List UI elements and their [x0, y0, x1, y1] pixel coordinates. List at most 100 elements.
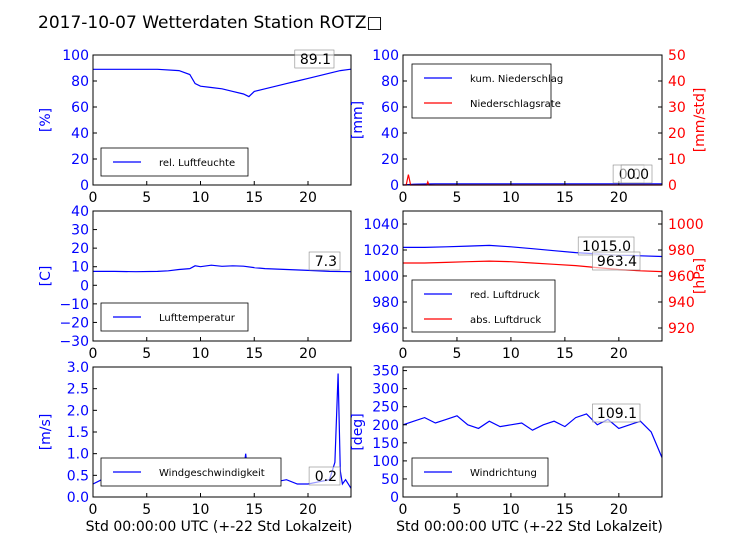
x-tick-label: 5 [142, 346, 151, 362]
plot-frame [92, 54, 352, 186]
y-tick-label: 960 [372, 321, 399, 337]
x-tick-label: 10 [192, 190, 210, 206]
x-tick-label: 10 [192, 502, 210, 518]
y-tick-label: 1020 [363, 243, 399, 259]
legend-label: Lufttemperatur [159, 313, 236, 324]
value-box-label: 7.3 [315, 254, 337, 270]
y2-tick-label: 1000 [668, 217, 704, 233]
legend-label: kum. Niederschlag [470, 74, 563, 85]
chart-panel-4: 0 5 10 15 20 960 980 1000 1020 1040 920 940 960 980 10… [363, 210, 708, 362]
x-tick-label: 15 [556, 346, 574, 362]
value-box-label: 89.1 [300, 52, 331, 68]
legend-label: abs. Luftdruck [470, 315, 541, 326]
x-tick-label: 10 [192, 346, 210, 362]
x-tick-label: 0 [399, 190, 408, 206]
x-tick-label: 15 [556, 190, 574, 206]
legend: Windgeschwindigkeit [100, 457, 282, 487]
value-box-frame [294, 49, 335, 69]
y-tick-label: 980 [372, 295, 399, 311]
value-box-frame [592, 251, 641, 271]
value-box-frame [308, 251, 341, 271]
y-tick-label: 10 [71, 260, 89, 276]
y-tick-label: 80 [71, 74, 89, 90]
y2-tick-label: 920 [668, 321, 695, 337]
y2-tick-label: 40 [668, 74, 686, 90]
x-tick-label: 20 [299, 346, 317, 362]
y-tick-label: 0 [80, 178, 89, 194]
y-tick-label: 1.0 [67, 447, 89, 463]
y-tick-label: 2.0 [67, 403, 89, 419]
value-box-label: 1015.0 [582, 239, 631, 255]
y-tick-label: −30 [59, 334, 89, 350]
y-tick-label: 20 [71, 152, 89, 168]
y-tick-label: 300 [372, 382, 399, 398]
y2-axis-label: [mm/std] [692, 88, 708, 153]
x-tick-label: 5 [142, 190, 151, 206]
series-line-1 [402, 413, 663, 458]
x-tick-label: 0 [89, 346, 98, 362]
y-tick-label: 3.0 [67, 360, 89, 376]
x-tick-label: 0 [399, 502, 408, 518]
legend-label: Windrichtung [470, 468, 537, 479]
value-box-frame [308, 466, 341, 486]
x-tick-label: 5 [452, 502, 461, 518]
figure-title: 2017-10-07 Wetterdaten Station ROTZ□ [38, 13, 383, 33]
x-tick-label: 10 [502, 502, 520, 518]
legend-label: red. Luftdruck [470, 290, 540, 301]
x-tick-label: 20 [610, 346, 628, 362]
y-tick-label: 0 [390, 178, 399, 194]
chart-panel-1: 0 5 10 15 20 0 20 40 60 80 100 [%] rel. Luftfeuchte 8… [38, 48, 352, 206]
y-tick-label: 60 [71, 100, 89, 116]
x-tick-label: 0 [89, 502, 98, 518]
y2-tick-label: 30 [668, 100, 686, 116]
series-line-1 [93, 68, 352, 98]
y-tick-label: 0 [390, 490, 399, 506]
y-tick-label: 30 [71, 223, 89, 239]
y2-tick-label: 20 [668, 126, 686, 142]
legend: red. Luftdruck abs. Luftdruck [411, 279, 556, 333]
y2-tick-label: 940 [668, 295, 695, 311]
legend: kum. Niederschlag Niederschlagsrate [411, 63, 563, 119]
legend: Windrichtung [411, 457, 549, 487]
y-axis-label: [deg] [350, 413, 366, 450]
y-axis-label: [C] [38, 266, 54, 287]
chart-panel-2: 0 5 10 15 20 0 20 40 60 80 100 0 10 20 30 40 50 [mm] [mm/s… [350, 48, 708, 206]
y-tick-label: 20 [381, 152, 399, 168]
plot-frame [402, 54, 663, 186]
value-box-label: 0.2 [315, 469, 337, 485]
y-tick-label: 0 [80, 278, 89, 294]
plot-frame [402, 366, 663, 498]
legend-box [411, 63, 552, 119]
y-tick-label: 2.5 [67, 382, 89, 398]
y-tick-label: 60 [381, 100, 399, 116]
x-tick-label: 10 [502, 190, 520, 206]
y-tick-label: −20 [59, 315, 89, 331]
x-tick-label: 5 [142, 502, 151, 518]
legend-label: Niederschlagsrate [470, 99, 561, 110]
y2-tick-label: 50 [668, 48, 686, 64]
value-box-frame [592, 403, 641, 423]
value-box-frame [620, 164, 653, 184]
y-tick-label: 0.5 [67, 468, 89, 484]
value-box-label: 963.4 [597, 254, 637, 270]
legend-label: rel. Luftfeuchte [159, 158, 235, 169]
y-tick-label: 50 [381, 472, 399, 488]
x-tick-label: 10 [502, 346, 520, 362]
y2-tick-label: 0 [668, 178, 677, 194]
y2-tick-label: 980 [668, 243, 695, 259]
x-tick-label: 20 [610, 190, 628, 206]
y-tick-label: 40 [71, 126, 89, 142]
chart-panel-3: 0 5 10 15 20 −30 −20 −10 0 10 20 30 40 [C] Lufttempera… [38, 204, 352, 362]
y-tick-label: 1000 [363, 269, 399, 285]
y-tick-label: −10 [59, 297, 89, 313]
value-box-label: 109.1 [597, 406, 637, 422]
y-tick-label: 100 [372, 454, 399, 470]
y-tick-label: 40 [381, 126, 399, 142]
x-tick-label: 15 [556, 502, 574, 518]
y-tick-label: 100 [62, 48, 89, 64]
y-tick-label: 200 [372, 418, 399, 434]
series-line-1 [93, 264, 352, 273]
y2-axis-label: [hPa] [692, 258, 708, 294]
